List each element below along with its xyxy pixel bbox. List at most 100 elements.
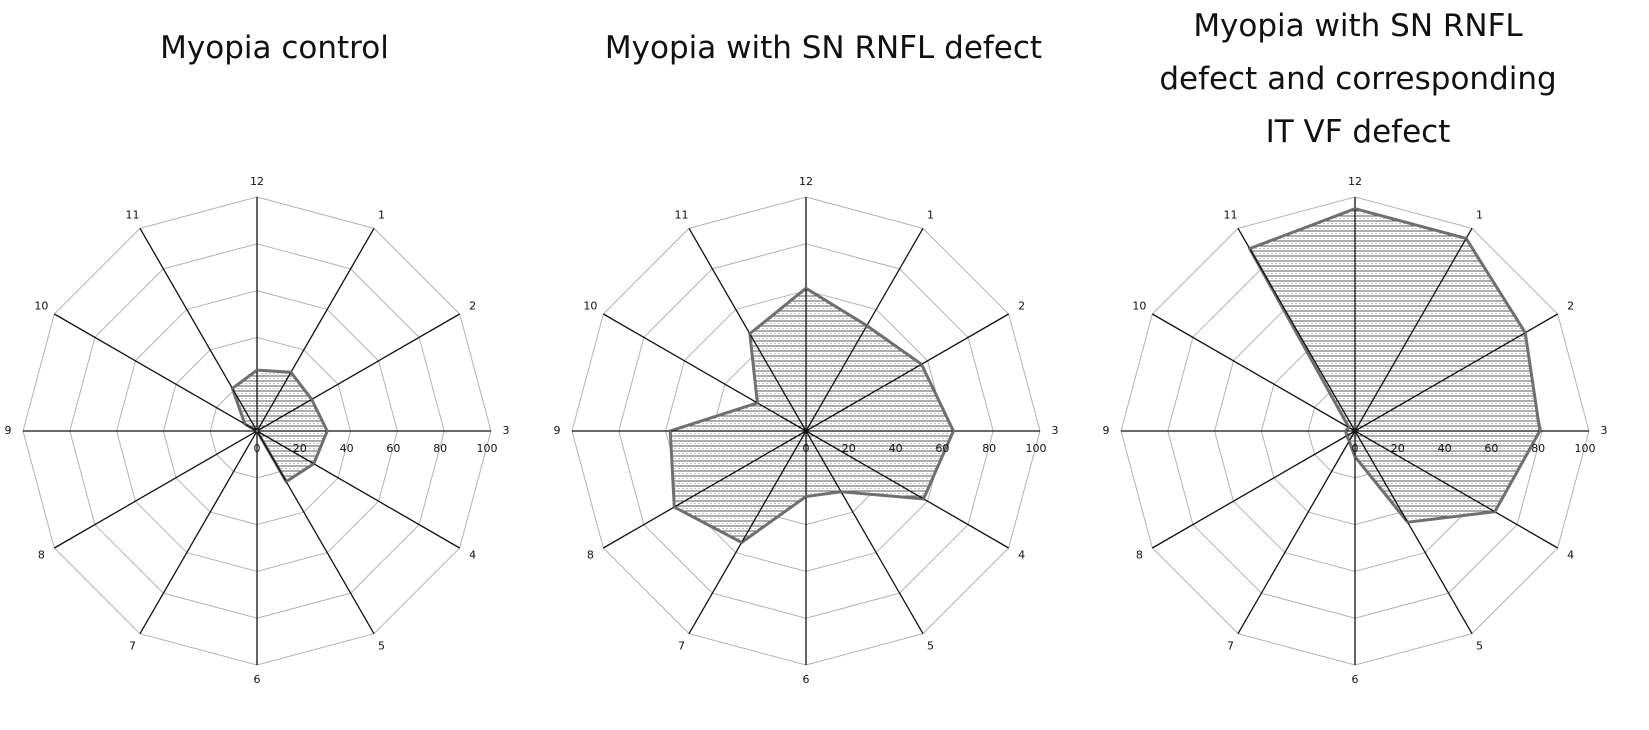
spoke <box>805 430 924 634</box>
spoke <box>1354 430 1558 549</box>
radial-tick-label: 20 <box>1391 442 1405 455</box>
radial-tick-label: 60 <box>935 442 949 455</box>
data-point <box>839 490 843 493</box>
category-label: 3 <box>1601 424 1608 437</box>
spoke <box>805 430 1009 549</box>
category-label: 6 <box>803 673 810 686</box>
radial-tick-label: 80 <box>1531 442 1545 455</box>
spokes <box>1121 197 1589 665</box>
radar-panel-3: Myopia with SN RNFL defect and correspon… <box>1098 0 1647 730</box>
series-polygon <box>668 286 956 545</box>
spoke <box>54 313 258 432</box>
spoke <box>688 430 807 634</box>
category-label: 2 <box>469 300 476 313</box>
category-label: 5 <box>1476 640 1483 653</box>
radial-tick-label: 20 <box>842 442 856 455</box>
spoke <box>1237 430 1356 634</box>
spoke <box>256 313 460 432</box>
radial-tick-label: 100 <box>1575 442 1596 455</box>
data-point <box>1345 434 1349 437</box>
data-point <box>952 429 955 433</box>
radial-tick-label: 60 <box>386 442 400 455</box>
data-point <box>1347 439 1351 443</box>
spoke <box>1152 313 1356 432</box>
data-point <box>255 429 259 433</box>
radar-panel-2: Myopia with SN RNFL defect 12 1 2 3 4 5 6 7 8 9 10… <box>549 0 1098 730</box>
category-label: 4 <box>1567 549 1574 562</box>
category-label: 11 <box>1224 208 1238 221</box>
category-label: 11 <box>675 208 689 221</box>
spoke <box>1237 228 1356 432</box>
data-point <box>756 401 759 405</box>
data-point <box>312 462 315 465</box>
spoke <box>688 228 807 432</box>
data-point <box>285 480 288 483</box>
radial-tick-label: 80 <box>982 442 996 455</box>
category-label: 9 <box>5 424 12 437</box>
data-point <box>740 541 743 544</box>
data-point <box>748 332 752 335</box>
category-label: 12 <box>799 175 813 188</box>
radial-tick-label: 0 <box>1352 442 1359 455</box>
spoke <box>805 228 924 432</box>
category-label: 2 <box>1567 300 1574 313</box>
data-point <box>1538 429 1542 433</box>
spoke <box>1354 313 1558 432</box>
data-point <box>1406 520 1409 524</box>
category-label: 10 <box>583 300 597 313</box>
data-point <box>922 497 925 501</box>
spoke <box>805 313 1009 432</box>
category-label: 9 <box>554 424 561 437</box>
radial-tick-label: 20 <box>293 442 307 455</box>
data-point <box>1344 429 1347 433</box>
data-point <box>1347 426 1351 429</box>
data-point <box>326 429 329 433</box>
category-label: 8 <box>587 549 594 562</box>
category-label: 5 <box>378 640 385 653</box>
category-label: 10 <box>1132 300 1146 313</box>
spoke <box>139 228 258 432</box>
category-label: 4 <box>469 549 476 562</box>
category-label: 8 <box>38 549 45 562</box>
data-point <box>804 495 808 498</box>
category-label: 5 <box>927 640 934 653</box>
category-label: 4 <box>1018 549 1025 562</box>
spoke <box>1152 430 1356 549</box>
category-label: 12 <box>1348 175 1362 188</box>
radar-panel-1: Myopia control 12 1 2 3 4 5 6 7 8 9 10 11 0 20 40 60 80 1… <box>0 0 549 730</box>
spoke <box>603 313 807 432</box>
data-point <box>255 368 259 372</box>
data-point <box>804 287 808 290</box>
data-point <box>865 324 869 327</box>
category-label: 6 <box>254 673 261 686</box>
radial-tick-label: 100 <box>477 442 498 455</box>
data-point <box>1353 207 1357 210</box>
data-point <box>1248 247 1251 250</box>
category-label: 1 <box>927 208 934 221</box>
data-point <box>920 363 923 366</box>
radial-tick-label: 0 <box>254 442 261 455</box>
radial-tick-label: 60 <box>1484 442 1498 455</box>
data-point <box>1524 331 1527 334</box>
data-point <box>231 387 234 390</box>
category-label: 3 <box>1052 424 1059 437</box>
category-label: 12 <box>250 175 264 188</box>
category-label: 2 <box>1018 300 1025 313</box>
radial-tick-label: 40 <box>889 442 903 455</box>
category-label: 3 <box>503 424 510 437</box>
spoke <box>603 430 807 549</box>
data-point <box>289 371 293 374</box>
spokes <box>23 197 491 665</box>
spoke <box>1354 430 1473 634</box>
radial-tick-label: 0 <box>803 442 810 455</box>
data-point <box>1493 510 1497 513</box>
spoke <box>139 430 258 634</box>
category-label: 7 <box>129 640 136 653</box>
radial-tick-label: 100 <box>1026 442 1047 455</box>
spoke <box>256 430 375 634</box>
chart-title: Myopia control <box>160 30 389 66</box>
category-label: 9 <box>1103 424 1110 437</box>
